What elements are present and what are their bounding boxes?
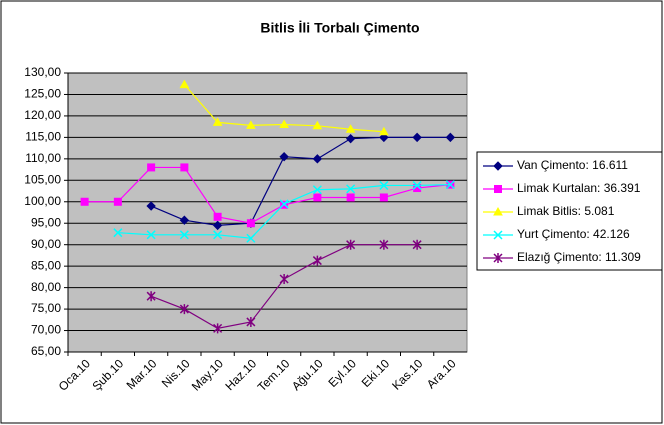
marker — [146, 230, 156, 240]
marker — [113, 197, 122, 206]
marker — [147, 163, 156, 172]
marker — [279, 151, 289, 162]
legend-label: Van Çimento: 16.611 — [517, 158, 628, 172]
y-tick-label: 85,00 — [31, 258, 61, 272]
marker — [246, 219, 255, 228]
marker — [279, 199, 289, 209]
marker — [179, 230, 189, 240]
y-tick-label: 105,00 — [24, 172, 61, 186]
marker — [246, 233, 256, 243]
marker — [313, 193, 322, 202]
marker — [213, 212, 222, 221]
marker — [146, 291, 156, 302]
marker — [346, 184, 356, 194]
plot-area — [67, 72, 468, 353]
legend-label: Limak Kurtalan: 36.391 — [517, 181, 641, 195]
marker — [312, 185, 322, 195]
marker — [412, 132, 422, 143]
y-tick-label: 80,00 — [31, 280, 61, 294]
marker — [246, 120, 256, 129]
marker — [379, 126, 389, 136]
marker — [312, 255, 322, 266]
marker — [412, 180, 422, 190]
marker — [379, 132, 389, 143]
marker — [279, 274, 289, 285]
marker — [212, 220, 223, 231]
marker — [493, 161, 503, 171]
marker — [179, 304, 189, 315]
legend-label: Limak Bitlis: 5.081 — [517, 204, 615, 218]
marker — [346, 193, 355, 202]
y-tick-label: 70,00 — [31, 323, 61, 337]
legend-box — [476, 151, 663, 271]
marker — [379, 193, 388, 202]
marker — [213, 230, 223, 240]
y-tick-label: 95,00 — [31, 215, 61, 229]
marker — [312, 120, 323, 130]
y-tick-label: 65,00 — [31, 344, 61, 358]
y-tick-label: 75,00 — [31, 301, 61, 315]
y-tick-label: 90,00 — [31, 237, 61, 251]
marker — [180, 163, 189, 172]
marker — [179, 215, 190, 225]
marker — [113, 228, 123, 238]
marker — [379, 180, 389, 190]
marker — [179, 79, 190, 89]
legend-label: Yurt Çimento: 42.126 — [517, 227, 630, 241]
marker — [445, 132, 456, 143]
marker — [146, 201, 156, 211]
marker — [345, 133, 356, 144]
marker — [379, 239, 389, 250]
legend-label: Elazığ Çimento: 11.309 — [517, 250, 641, 264]
marker — [312, 154, 323, 164]
marker — [80, 197, 89, 206]
marker — [445, 180, 455, 190]
series-line — [84, 166, 451, 224]
marker — [346, 239, 356, 250]
series-line — [150, 136, 451, 226]
marker — [279, 119, 289, 129]
y-tick-label: 130,00 — [24, 65, 61, 79]
marker — [494, 185, 502, 193]
y-tick-label: 125,00 — [24, 87, 61, 101]
chart-title: Bitlis İli Torbalı Çimento — [260, 20, 419, 36]
marker — [212, 117, 223, 126]
y-tick-label: 100,00 — [24, 194, 61, 208]
marker — [246, 316, 256, 327]
marker — [493, 230, 503, 240]
marker — [412, 239, 422, 250]
y-tick-label: 115,00 — [25, 130, 61, 144]
marker — [493, 253, 503, 263]
y-tick-label: 120,00 — [24, 108, 61, 122]
marker — [213, 323, 223, 334]
marker — [345, 124, 356, 133]
y-tick-label: 110,00 — [25, 151, 61, 165]
marker — [493, 206, 503, 216]
